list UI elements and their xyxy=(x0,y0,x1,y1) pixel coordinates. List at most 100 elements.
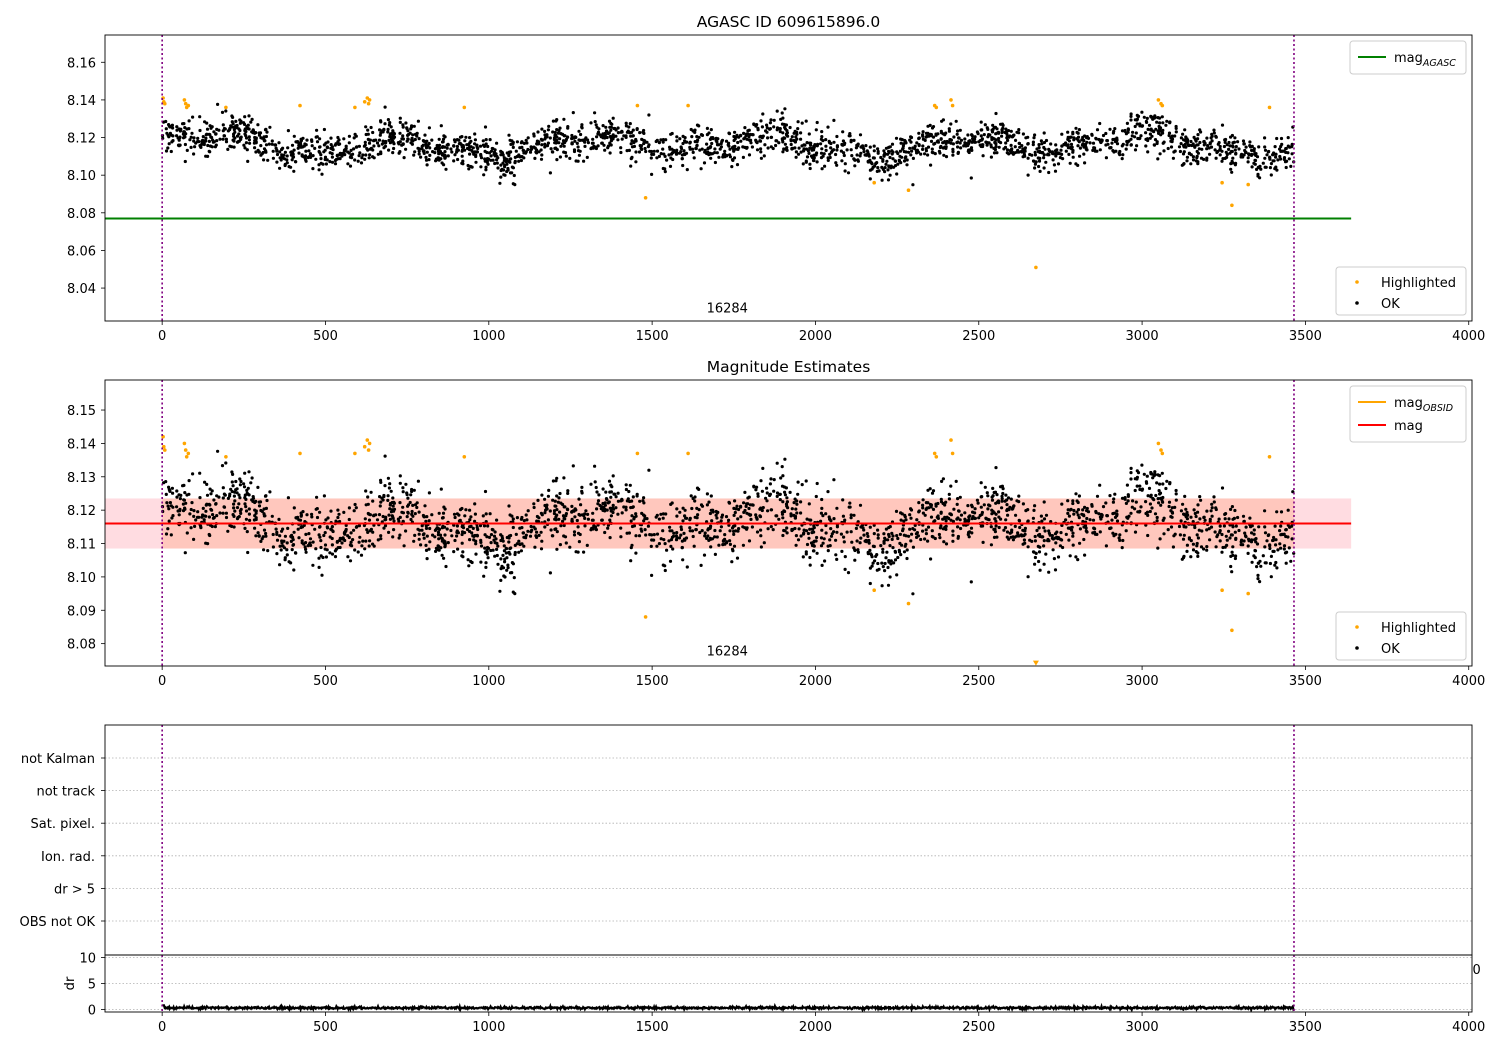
ok-point xyxy=(1259,167,1263,171)
ok-point xyxy=(1258,176,1262,180)
ok-point xyxy=(356,550,360,554)
highlighted-point xyxy=(949,98,953,102)
highlighted-point xyxy=(635,103,640,108)
ok-point xyxy=(1140,463,1144,467)
ok-point xyxy=(1289,164,1293,168)
ok-point xyxy=(909,539,913,543)
ok-point xyxy=(247,493,251,497)
ok-point xyxy=(905,158,909,162)
ok-point xyxy=(769,525,773,529)
y-tick-label: 8.11 xyxy=(67,538,96,553)
ok-point xyxy=(730,547,735,551)
ok-point xyxy=(185,148,189,152)
ok-point xyxy=(365,147,369,151)
ok-point xyxy=(1214,134,1218,138)
ok-point xyxy=(289,534,293,539)
ok-point xyxy=(239,511,243,515)
ok-point xyxy=(1098,530,1102,534)
ok-point xyxy=(631,128,635,132)
ok-point xyxy=(310,515,314,519)
ok-point xyxy=(1060,132,1064,136)
ok-point xyxy=(1206,144,1210,148)
ok-point xyxy=(595,490,599,494)
ok-point xyxy=(1094,136,1098,140)
ok-point xyxy=(543,525,547,529)
ok-point xyxy=(463,531,467,535)
ok-point xyxy=(392,509,396,513)
ok-point xyxy=(417,149,421,153)
ok-point xyxy=(941,146,945,150)
ok-point xyxy=(391,535,395,539)
ok-point xyxy=(1005,151,1009,155)
ok-point xyxy=(522,544,526,548)
ok-point xyxy=(529,148,533,152)
ok-point xyxy=(275,538,280,542)
ok-point xyxy=(997,525,1001,530)
highlighted-point xyxy=(1160,451,1165,456)
ok-point xyxy=(670,501,674,505)
ok-point xyxy=(943,515,947,520)
ok-point xyxy=(959,513,964,517)
ok-point xyxy=(1259,564,1263,568)
ok-point xyxy=(1120,157,1124,161)
ok-point xyxy=(1064,149,1068,153)
ok-point xyxy=(1198,128,1202,132)
ok-point xyxy=(890,142,895,146)
ok-point xyxy=(985,491,989,495)
ok-point xyxy=(919,537,923,542)
ok-point xyxy=(650,172,654,176)
ok-point xyxy=(315,140,320,144)
ok-point xyxy=(574,159,578,163)
ok-point xyxy=(705,503,710,507)
y-tick-label: 8.14 xyxy=(67,94,96,109)
ok-point xyxy=(1170,137,1174,141)
ok-point xyxy=(571,464,575,468)
ok-point xyxy=(1167,133,1171,138)
x-tick-label: 2500 xyxy=(962,674,995,689)
ok-point xyxy=(642,142,646,146)
ok-point xyxy=(883,166,887,170)
ok-point xyxy=(849,513,853,517)
ok-point xyxy=(867,541,871,545)
ok-point xyxy=(323,531,327,535)
ok-point xyxy=(358,151,362,155)
ok-point xyxy=(318,145,322,149)
ok-point xyxy=(1013,524,1017,529)
ok-point xyxy=(501,539,505,543)
highlighted-point xyxy=(932,451,937,456)
ok-point xyxy=(931,507,936,511)
ok-point xyxy=(507,534,511,538)
ok-point xyxy=(553,130,557,135)
ok-point xyxy=(661,138,666,142)
ok-point xyxy=(496,544,500,548)
ok-point xyxy=(164,127,168,131)
plot-area xyxy=(105,725,1472,955)
ok-point xyxy=(793,129,797,133)
ok-point xyxy=(1125,515,1129,519)
ok-point xyxy=(632,144,637,148)
ok-point xyxy=(408,500,412,505)
ok-point xyxy=(1274,155,1278,159)
ok-point xyxy=(1170,140,1174,144)
ok-point xyxy=(378,504,382,508)
ok-point xyxy=(1164,123,1168,127)
ok-point xyxy=(721,543,725,547)
x-tick-label: 3000 xyxy=(1126,674,1159,689)
ok-point xyxy=(278,156,282,160)
ok-point xyxy=(1242,519,1246,524)
ok-point xyxy=(189,526,193,530)
ok-point xyxy=(1167,500,1172,504)
ok-point xyxy=(793,514,798,518)
ok-point xyxy=(855,144,860,148)
ok-point xyxy=(193,145,197,149)
ok-point xyxy=(359,553,364,557)
ok-point xyxy=(790,507,794,511)
ok-point xyxy=(461,145,466,149)
ok-point xyxy=(1135,144,1139,148)
ok-point xyxy=(379,537,383,541)
highlighted-point xyxy=(1034,265,1038,270)
ok-point xyxy=(1274,152,1278,156)
ok-point xyxy=(849,148,853,152)
ok-point xyxy=(430,513,434,517)
ok-point xyxy=(1155,519,1159,523)
